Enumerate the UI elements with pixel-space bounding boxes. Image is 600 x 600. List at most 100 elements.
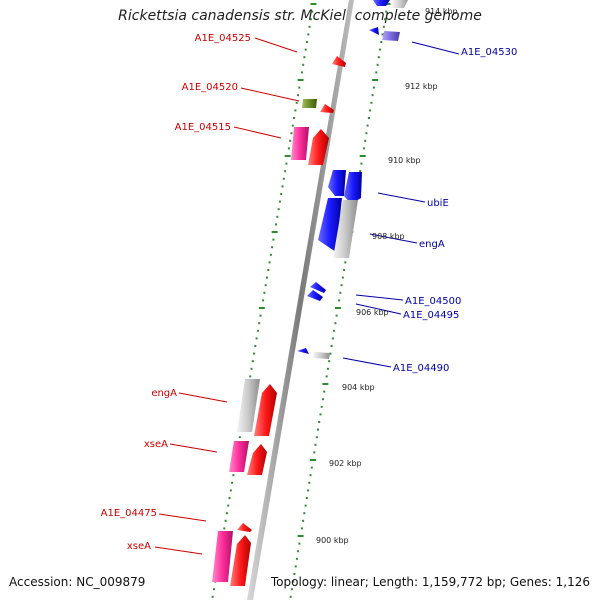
scale-minor-tick [313,451,316,454]
gene-A1E_04515[interactable] [308,129,329,165]
scale-minor-tick [323,390,326,393]
scale-major-tick [271,231,278,233]
gene-A1E_04530-left-arrow[interactable] [369,27,379,35]
scale-minor-tick [231,481,234,484]
scale-minor-tick [259,314,262,317]
gene-A1E_04525[interactable] [332,56,346,67]
scale-minor-tick [341,276,344,279]
scale-minor-tick [300,71,303,74]
scale-minor-tick [331,337,334,340]
scale-minor-tick [314,443,317,446]
gene-A1E_04520[interactable] [320,104,334,113]
scale-minor-tick [262,299,265,302]
scale-minor-tick [277,208,280,211]
scale-label-914: 914 kbp [425,7,458,16]
scale-major-tick [384,3,391,5]
scale-labels: 914 kbp 912 kbp 910 kbp 908 kbp 906 kbp … [316,7,458,545]
genome-summary: Topology: linear; Length: 1,159,772 bp; … [270,575,590,589]
scale-minor-tick [322,398,324,401]
scale-minor-tick [264,284,267,287]
scale-label-900: 900 kbp [316,536,349,545]
gene-A1E_04500[interactable] [310,282,326,293]
gene-label-ubiE[interactable]: ubiE [427,198,449,209]
gene-xseA-lower-red[interactable] [230,535,251,586]
scale-minor-tick [284,170,287,173]
scale-minor-tick [238,436,241,439]
scale-minor-tick [376,63,379,66]
scale-minor-tick [382,25,385,28]
scale-minor-tick [360,162,363,165]
scale-minor-tick [297,550,300,553]
scale-minor-tick [385,10,388,13]
scale-label-904: 904 kbp [342,383,375,392]
gene-A1E_04530[interactable] [382,31,400,41]
scale-minor-tick [335,314,338,317]
gene-ubiE[interactable] [328,170,346,196]
gene-label-A1E_04490[interactable]: A1E_04490 [393,363,449,374]
gene-engA-grey[interactable] [333,200,358,258]
gene-xseA-red[interactable] [247,444,267,475]
scale-major-tick [258,307,265,309]
scale-minor-tick [266,276,268,279]
gene-engA-blue[interactable] [318,198,342,252]
scale-minor-tick [309,18,312,21]
scale-minor-tick [251,360,254,363]
gene-A1E_04490[interactable] [313,352,330,359]
gene-label-xseA-lower[interactable]: xseA [127,541,151,552]
scale-minor-tick [250,367,253,370]
gene-A1E_04530-partial[interactable] [373,0,390,6]
scale-minor-tick [333,329,336,332]
scale-minor-tick [308,481,311,484]
scale-minor-tick [362,147,365,150]
scale-label-912: 912 kbp [405,82,438,91]
scale-minor-tick [229,489,232,492]
gene-engA-left-grey[interactable] [237,379,260,432]
gene-label-A1E_04475[interactable]: A1E_04475 [101,508,157,519]
gene-label-A1E_04495[interactable]: A1E_04495 [403,310,459,321]
scale-minor-tick [308,25,311,28]
gene-label-A1E_04515[interactable]: A1E_04515 [175,122,231,133]
gene-label-A1E_04525[interactable]: A1E_04525 [195,33,251,44]
scale-minor-tick [211,595,214,598]
scale-minor-tick [253,352,256,355]
gene-label-xseA-upper[interactable]: xseA [144,439,168,450]
scale-minor-tick [225,512,228,515]
gene-grey-partial[interactable] [392,0,408,8]
scale-minor-tick [289,139,292,142]
scale-minor-tick [300,527,303,530]
gene-label-A1E_04530[interactable]: A1E_04530 [461,47,517,58]
scale-minor-tick [320,405,323,408]
scale-minor-tick [302,519,305,522]
scale-minor-tick [298,542,301,545]
scale-label-908: 908 kbp [372,232,405,241]
gene-A1E_04495[interactable] [307,290,323,301]
scale-minor-tick [330,345,333,347]
scale-minor-tick [328,360,331,363]
scale-label-906: 906 kbp [356,308,389,317]
gene-engA-left-red[interactable] [254,384,277,436]
genes [212,0,408,586]
gene-label-engA-left[interactable]: engA [151,388,177,399]
scale-minor-tick [256,329,259,332]
gene-ubiE-b[interactable] [344,172,362,204]
gene-xseA-lower-pink[interactable] [212,531,233,582]
gene-A1E_04490-arrow[interactable] [297,348,309,354]
scale-minor-tick [294,565,297,568]
scale-minor-tick [305,497,308,499]
scale-minor-tick [364,139,367,142]
gene-label-engA-right[interactable]: engA [419,239,445,250]
scale-minor-tick [269,253,272,256]
gene-A1E_04520-olive[interactable] [302,99,317,108]
scale-minor-tick [289,595,292,598]
gene-label-A1E_04520[interactable]: A1E_04520 [182,82,238,93]
gene-xseA-pink[interactable] [229,441,249,472]
gene-A1E_04475[interactable] [237,523,252,532]
scale-minor-tick [307,33,310,36]
scale-minor-tick [375,71,378,74]
scale-minor-tick [304,504,307,507]
right-gene-labels: A1E_04530 ubiE engA A1E_04500 A1E_04495 … [393,47,517,374]
scale-minor-tick [379,48,382,51]
scale-minor-tick [366,124,369,127]
gene-A1E_04515-pink[interactable] [291,127,309,160]
gene-label-A1E_04500[interactable]: A1E_04500 [405,296,461,307]
